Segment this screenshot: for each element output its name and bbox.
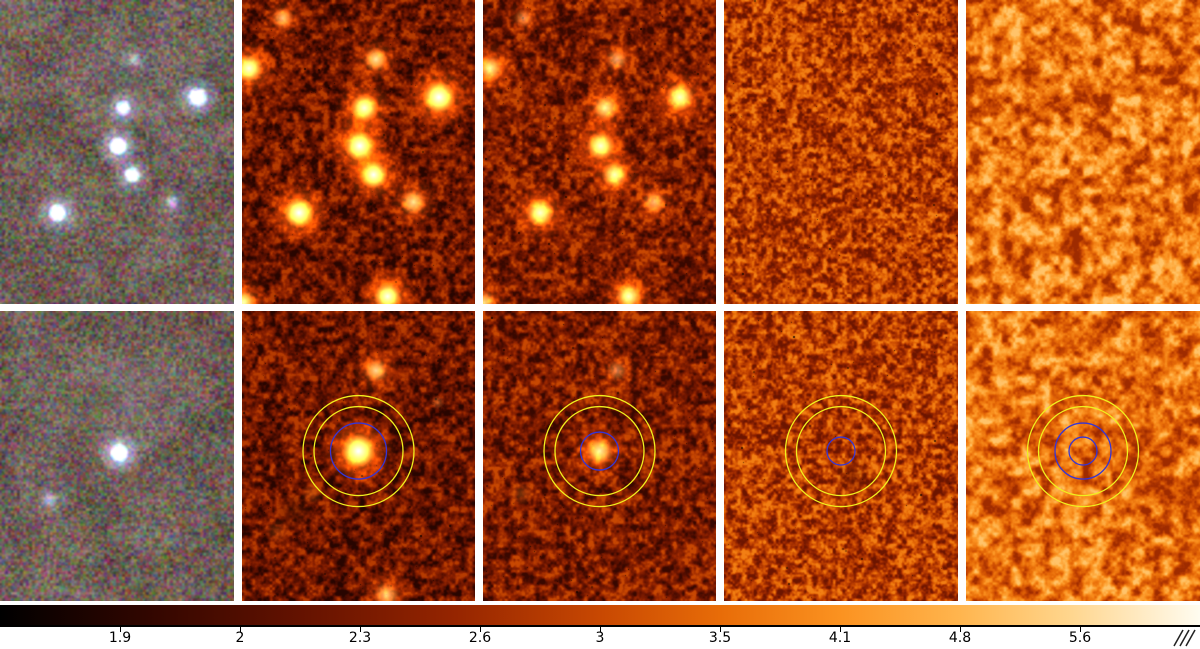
- colorbar-tick: [480, 627, 481, 632]
- colorbar-tick-label: 1.9: [108, 630, 132, 646]
- annulus-circle[interactable]: [1037, 405, 1129, 497]
- colorbar-tick-label: 2.6: [468, 630, 492, 646]
- colorbar-tick-label: 5.6: [1068, 630, 1092, 646]
- colorbar-tick: [960, 627, 961, 632]
- frame-r2c5[interactable]: [966, 311, 1200, 601]
- colorbar-tick-label: 3: [595, 630, 605, 646]
- colorbar-tick-label: 4.1: [828, 630, 852, 646]
- annulus-circle[interactable]: [795, 405, 887, 497]
- image-canvas-r2c3: [483, 311, 716, 601]
- frame-r1c3[interactable]: [483, 0, 716, 304]
- image-canvas-r2c2: [242, 311, 475, 601]
- colorbar-tick: [840, 627, 841, 632]
- colorbar-tick-label: 4.8: [948, 630, 972, 646]
- aperture-circle[interactable]: [579, 431, 620, 471]
- image-canvas-r2c4: [724, 311, 958, 601]
- colorbar-tick-label: 2.3: [348, 630, 372, 646]
- annulus-circle[interactable]: [1026, 394, 1140, 508]
- colorbar-tick: [720, 627, 721, 632]
- frame-r1c5[interactable]: [966, 0, 1200, 304]
- colorbar-gradient[interactable]: [0, 605, 1200, 627]
- aperture-circle[interactable]: [826, 436, 856, 466]
- colorbar-tick: [600, 627, 601, 632]
- annulus-circle[interactable]: [302, 394, 415, 508]
- frame-r2c4[interactable]: [724, 311, 958, 601]
- frame-r1c4[interactable]: [724, 0, 958, 304]
- frame-r1c2[interactable]: [242, 0, 475, 304]
- image-canvas-r1c5: [966, 0, 1200, 304]
- colorbar-tick: [120, 627, 121, 632]
- aperture-circle[interactable]: [1068, 436, 1098, 466]
- resize-grip-icon[interactable]: [1172, 626, 1198, 648]
- image-canvas-r1c4: [724, 0, 958, 304]
- frame-r2c3[interactable]: [483, 311, 716, 601]
- image-canvas-r1c1: [0, 0, 234, 304]
- annulus-circle[interactable]: [784, 394, 898, 508]
- region-overlay-r2c2: [302, 394, 415, 508]
- annulus-circle[interactable]: [554, 405, 645, 497]
- aperture-circle[interactable]: [329, 422, 388, 480]
- annulus-circle[interactable]: [313, 405, 404, 497]
- aperture-circle[interactable]: [1054, 422, 1112, 480]
- region-overlay-r2c5: [1026, 394, 1140, 508]
- frame-r2c1[interactable]: [0, 311, 234, 601]
- region-overlay-r2c3: [543, 394, 656, 508]
- frame-r1c1[interactable]: [0, 0, 234, 304]
- colorbar-tick-label: 3.5: [708, 630, 732, 646]
- image-canvas-r2c1: [0, 311, 234, 601]
- colorbar-tick: [1080, 627, 1081, 632]
- annulus-circle[interactable]: [543, 394, 656, 508]
- image-canvas-r2c5: [966, 311, 1200, 601]
- region-overlay-r2c4: [784, 394, 898, 508]
- frame-r2c2[interactable]: [242, 311, 475, 601]
- colorbar-tick: [360, 627, 361, 632]
- image-canvas-r1c3: [483, 0, 716, 304]
- colorbar-tick: [240, 627, 241, 632]
- image-canvas-r1c2: [242, 0, 475, 304]
- colorbar-tick-label: 2: [235, 630, 245, 646]
- frame-grid: [0, 0, 1200, 601]
